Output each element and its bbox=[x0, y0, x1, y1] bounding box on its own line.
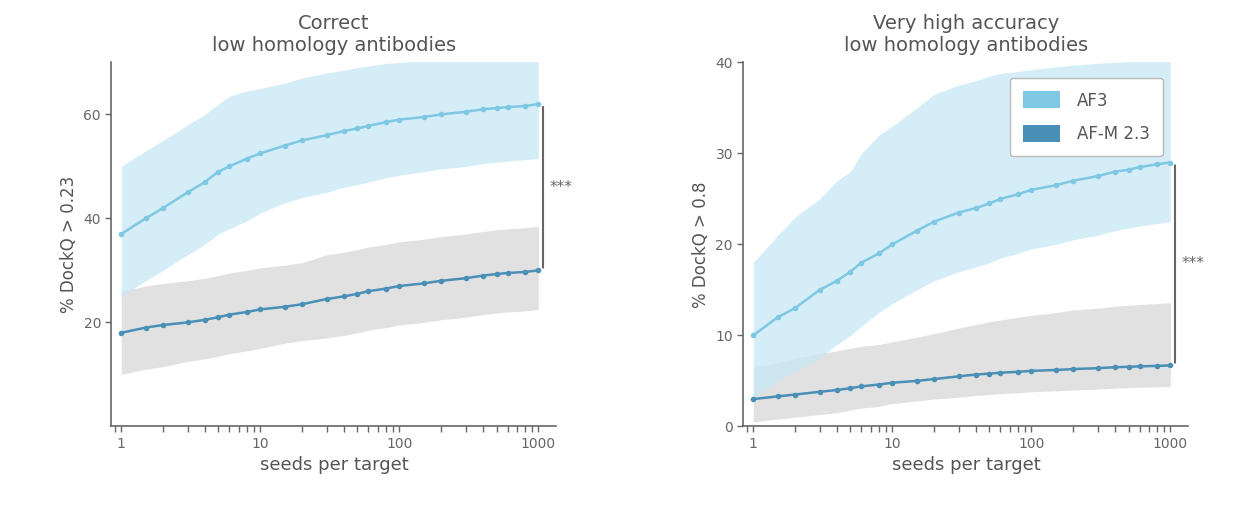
X-axis label: seeds per target: seeds per target bbox=[891, 457, 1040, 474]
Legend: AF3, AF-M 2.3: AF3, AF-M 2.3 bbox=[1010, 78, 1162, 156]
Text: ***: *** bbox=[550, 180, 573, 194]
Title: Correct
low homology antibodies: Correct low homology antibodies bbox=[212, 14, 456, 55]
Y-axis label: % DockQ > 0.8: % DockQ > 0.8 bbox=[692, 181, 709, 308]
Y-axis label: % DockQ > 0.23: % DockQ > 0.23 bbox=[59, 176, 78, 313]
Text: ***: *** bbox=[1182, 256, 1205, 271]
X-axis label: seeds per target: seeds per target bbox=[260, 457, 409, 474]
Title: Very high accuracy
low homology antibodies: Very high accuracy low homology antibodi… bbox=[844, 14, 1088, 55]
